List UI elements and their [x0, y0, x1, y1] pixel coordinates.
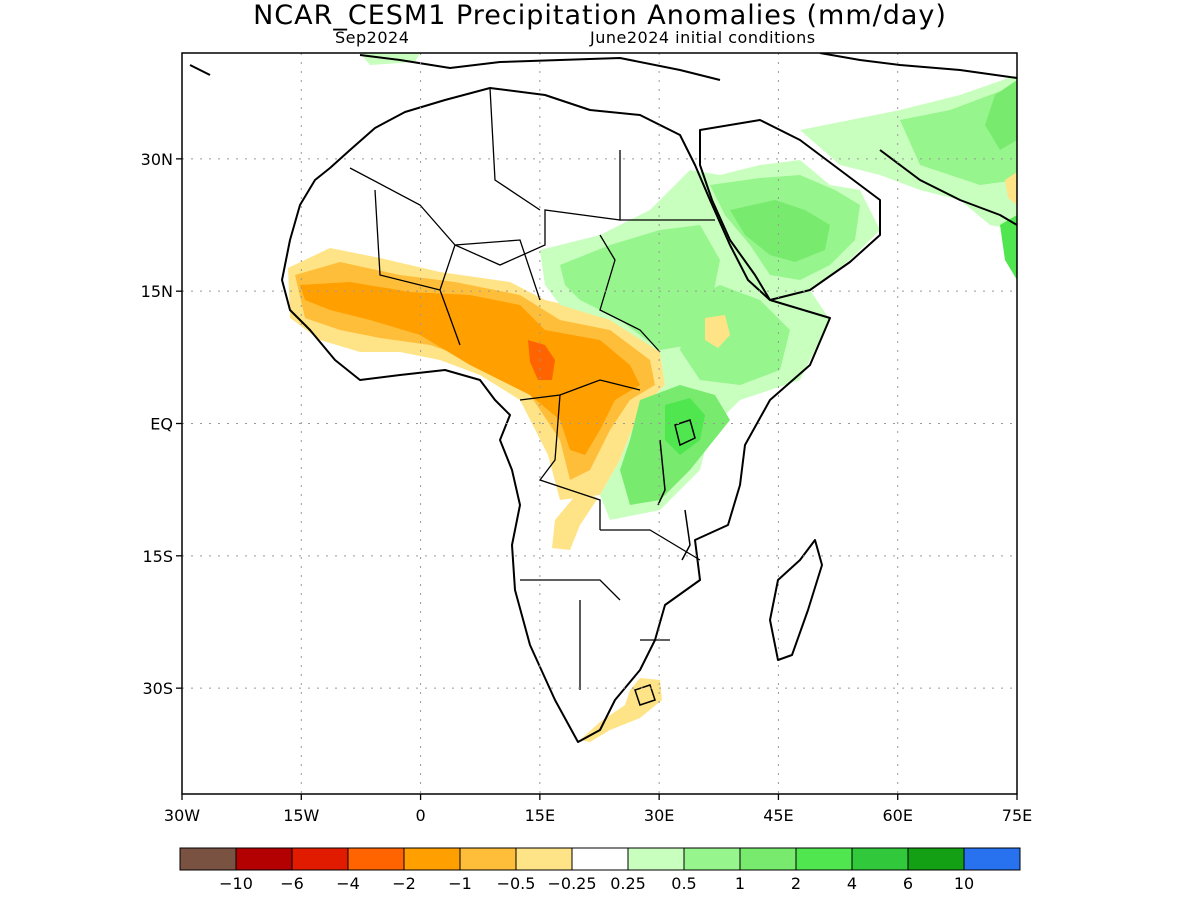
madagascar-coastline [769, 539, 823, 661]
lon-tick-label: 45E [763, 806, 793, 825]
colorbar: −10 −6 −4 −2 −1 −0.5 −0.25 0.25 0.5 1 2 4 6 10 [179, 847, 1021, 893]
asia-coastline [819, 53, 1017, 226]
colorbar-swatch [795, 847, 853, 871]
initial-conditions-label: June2024 initial conditions [590, 28, 816, 47]
colorbar-swatch [571, 847, 629, 871]
colorbar-swatch [907, 847, 965, 871]
colorbar-swatch [683, 847, 741, 871]
arabia-coastline [699, 119, 881, 301]
lon-tick-label: 15E [525, 806, 555, 825]
graticule [182, 53, 1017, 794]
colorbar-swatch [963, 847, 1021, 871]
colorbar-label: 4 [847, 874, 857, 893]
lake-victoria [674, 419, 696, 447]
dry-anomaly-india [1005, 172, 1017, 205]
lat-tick-label: 15S [142, 547, 173, 566]
wet-anomaly-sudan [560, 225, 720, 350]
dry-pocket-ethiopia [705, 315, 730, 348]
forecast-month: Sep2024 [335, 28, 410, 47]
colorbar-label: −2 [392, 874, 416, 893]
colorbar-label: 10 [954, 874, 974, 893]
colorbar-label: −6 [280, 874, 304, 893]
lat-tick-label: 30S [142, 679, 173, 698]
colorbar-label: −0.5 [497, 874, 536, 893]
lon-tick-label: 0 [415, 806, 425, 825]
lat-tick-label: EQ [150, 415, 173, 434]
lat-tick-label: 30N [141, 150, 173, 169]
lon-tick-label: 60E [882, 806, 912, 825]
country-borders [349, 87, 715, 690]
colorbar-label: 2 [791, 874, 801, 893]
wet-anomaly-pakistan-strong [985, 80, 1017, 150]
europe-coastline [189, 54, 721, 81]
colorbar-swatch [235, 847, 293, 871]
colorbar-label: −0.25 [547, 874, 596, 893]
border-lines [349, 87, 715, 690]
colorbar-swatch [459, 847, 517, 871]
lon-tick-label: 75E [1002, 806, 1032, 825]
dry-anomaly-south-africa [580, 678, 662, 742]
colorbar-label: −4 [336, 874, 360, 893]
dry-anomaly-central [528, 340, 555, 380]
wet-anomaly-arabia-strong [730, 200, 830, 262]
anomaly-shading [288, 53, 1017, 742]
wet-anomaly-ethiopia [680, 285, 790, 385]
map-area [182, 53, 1017, 794]
wet-anomaly-iran [900, 85, 1017, 185]
colorbar-swatch [515, 847, 573, 871]
colorbar-label: 6 [903, 874, 913, 893]
lakes [634, 419, 696, 706]
lesotho [634, 684, 656, 706]
map-axes: 30N 15N EQ 15S 30S 30W 15W 0 15E 30E 45E 60E 75E [141, 150, 1033, 825]
africa-coastline [281, 87, 831, 743]
lat-tick-label: 15N [141, 282, 173, 301]
lake-tanganyika [657, 439, 666, 506]
lake-malawi [681, 509, 691, 561]
wet-anomaly-great-lakes-strong [665, 398, 705, 455]
colorbar-swatch [347, 847, 405, 871]
wet-anomaly-india [1000, 215, 1017, 280]
colorbar-swatch [851, 847, 909, 871]
map-title: NCAR_CESM1 Precipitation Anomalies (mm/d… [253, 0, 947, 31]
colorbar-label: 0.5 [671, 874, 696, 893]
dry-anomaly-angola [552, 490, 598, 550]
colorbar-swatch [179, 847, 237, 871]
coastlines [189, 53, 1017, 743]
colorbar-label: 1 [735, 874, 745, 893]
colorbar-swatch [403, 847, 461, 871]
colorbar-swatch [627, 847, 685, 871]
lon-tick-label: 30E [644, 806, 674, 825]
lon-tick-label: 15W [283, 806, 319, 825]
colorbar-swatch [739, 847, 797, 871]
colorbar-label: 0.25 [610, 874, 646, 893]
colorbar-swatch [291, 847, 349, 871]
lon-tick-label: 30W [164, 806, 200, 825]
colorbar-label: −10 [219, 874, 253, 893]
dry-anomaly-sahel-strong [300, 282, 640, 455]
colorbar-label: −1 [448, 874, 472, 893]
